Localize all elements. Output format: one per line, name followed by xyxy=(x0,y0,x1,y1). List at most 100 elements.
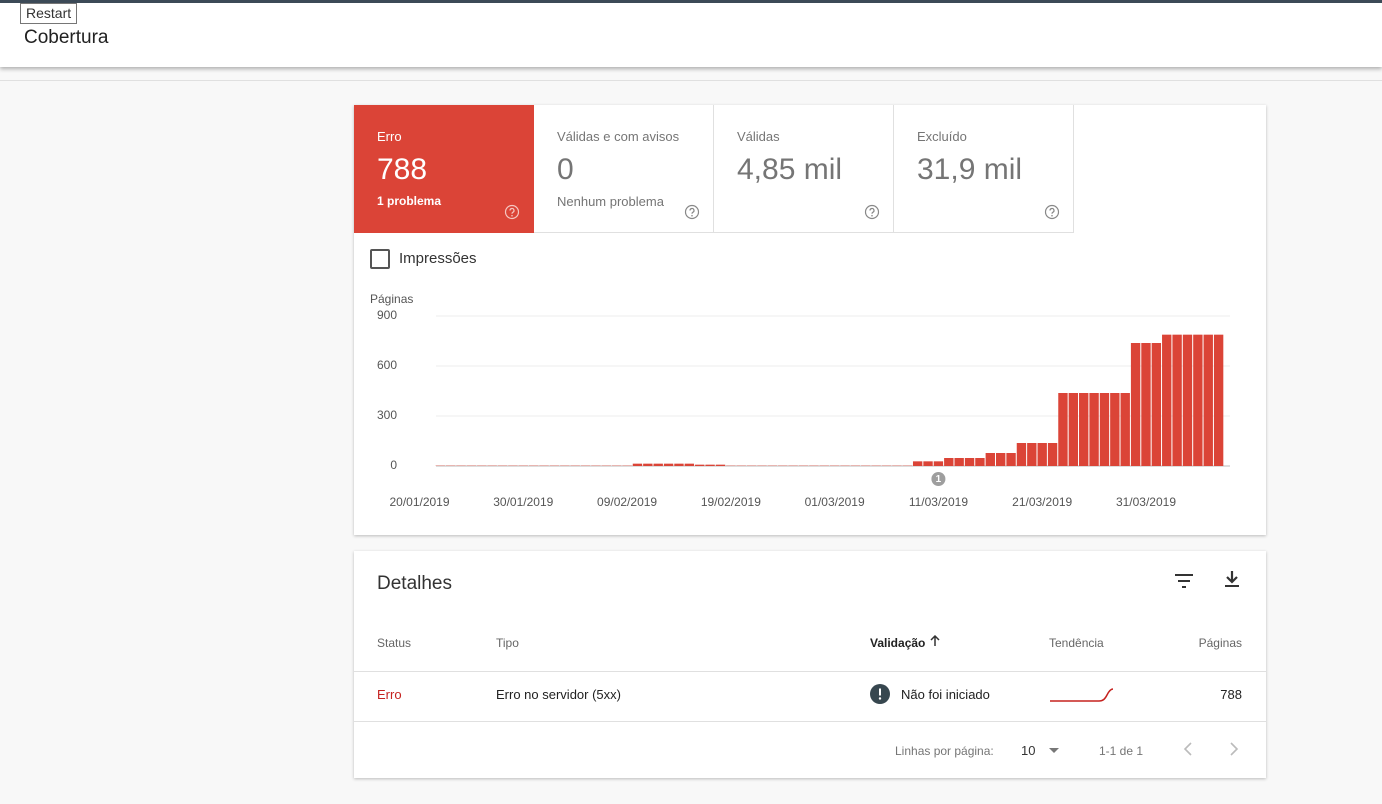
x-tick-label: 19/02/2019 xyxy=(701,495,761,509)
bar xyxy=(933,461,944,466)
details-title: Detalhes xyxy=(377,573,452,594)
x-tick-label: 09/02/2019 xyxy=(597,495,657,509)
filter-icon[interactable] xyxy=(1172,569,1196,593)
bar xyxy=(1172,334,1182,466)
bar xyxy=(1151,343,1162,466)
warning-icon xyxy=(870,684,890,704)
sort-arrow xyxy=(930,634,940,646)
status-cell[interactable]: Erro xyxy=(377,687,402,702)
bar xyxy=(705,464,715,466)
tile-value: 31,9 mil xyxy=(917,153,1023,186)
y-axis-label: Páginas xyxy=(370,292,413,306)
checkbox[interactable] xyxy=(370,249,390,269)
summary-tile[interactable]: Válidas 4,85 mil xyxy=(714,105,894,233)
x-tick-label: 21/03/2019 xyxy=(1012,495,1072,509)
bar xyxy=(715,464,726,466)
dropdown-arrow[interactable] xyxy=(1048,747,1060,755)
column-header[interactable]: Tipo xyxy=(496,636,519,650)
rows-per-page-select[interactable]: 10 xyxy=(1021,743,1036,758)
bar xyxy=(1193,334,1203,466)
bar xyxy=(1027,443,1037,466)
column-header[interactable]: Validação xyxy=(870,636,926,650)
bar xyxy=(695,464,705,466)
bar xyxy=(944,458,954,466)
validation-cell[interactable]: Não foi iniciado xyxy=(901,687,990,702)
bar xyxy=(1079,393,1089,466)
bar xyxy=(985,453,995,466)
bar xyxy=(975,458,985,466)
tile-note: Nenhum problema xyxy=(557,194,664,209)
page-title: Cobertura xyxy=(24,27,109,48)
coverage-card: Erro 788 1 problema Válidas e com avisos… xyxy=(354,105,1266,535)
x-tick-label: 11/03/2019 xyxy=(909,495,968,509)
tile-label: Válidas e com avisos xyxy=(557,129,680,144)
annotation-label: 1 xyxy=(936,474,942,485)
bar xyxy=(653,463,663,466)
bar xyxy=(1016,443,1027,466)
rows-per-page-label: Linhas por página: xyxy=(895,744,994,758)
next-page[interactable] xyxy=(1226,741,1240,757)
divider xyxy=(354,671,1266,672)
bar xyxy=(1120,393,1130,466)
type-cell[interactable]: Erro no servidor (5xx) xyxy=(496,687,621,702)
pages-cell[interactable]: 788 xyxy=(1220,687,1242,702)
toolbar: Restart Cobertura xyxy=(0,0,1382,67)
bar xyxy=(1037,443,1047,466)
tile-note: 1 problema xyxy=(377,194,442,208)
bar xyxy=(1203,334,1213,466)
summary-tile[interactable]: Erro 788 1 problema xyxy=(354,105,534,233)
y-tick-label: 900 xyxy=(377,308,397,322)
bar xyxy=(1068,393,1079,466)
details-card: Detalhes Status Tipo Validação Tendência… xyxy=(354,551,1266,778)
summary-tile[interactable]: Excluído 31,9 mil xyxy=(894,105,1074,233)
annotation-marker xyxy=(931,472,946,486)
chart: Páginas 0 300 600 900 20/01/2019 30/01/2019 09… xyxy=(370,292,1230,509)
bar xyxy=(1089,393,1099,466)
bar xyxy=(964,458,975,466)
bar xyxy=(643,463,653,466)
y-tick-label: 0 xyxy=(390,458,397,472)
column-header[interactable]: Status xyxy=(377,636,412,650)
bar xyxy=(1099,393,1110,466)
y-tick-label: 600 xyxy=(377,358,397,372)
tile-value: 0 xyxy=(557,153,574,186)
tile-value: 788 xyxy=(377,153,428,186)
tile-label: Erro xyxy=(377,129,402,144)
page-range: 1-1 de 1 xyxy=(1099,744,1144,758)
bar xyxy=(1047,443,1058,466)
help-icon[interactable] xyxy=(1044,204,1060,220)
help-icon[interactable] xyxy=(864,204,880,220)
restart-button[interactable]: Restart xyxy=(20,3,78,24)
bar xyxy=(674,463,684,466)
bar xyxy=(1162,334,1172,466)
help-icon[interactable] xyxy=(504,204,520,220)
y-tick-label: 300 xyxy=(377,408,397,422)
checkbox-label: Impressões xyxy=(399,250,477,267)
summary-tile[interactable]: Válidas e com avisos 0 Nenhum problema xyxy=(534,105,714,233)
bar xyxy=(1058,393,1068,466)
x-tick-label: 20/01/2019 xyxy=(389,495,449,509)
x-tick-label: 01/03/2019 xyxy=(805,495,865,509)
bar xyxy=(923,461,933,466)
bar xyxy=(995,453,1006,466)
bar xyxy=(1141,343,1151,466)
download-icon[interactable] xyxy=(1220,567,1244,591)
bar xyxy=(1213,334,1224,466)
tile-label: Excluído xyxy=(917,129,967,144)
x-tick-label: 30/01/2019 xyxy=(493,495,553,509)
bar xyxy=(954,458,964,466)
bar xyxy=(1110,393,1120,466)
bar xyxy=(1006,453,1016,466)
bar xyxy=(1130,343,1141,466)
column-header[interactable]: Tendência xyxy=(1049,636,1104,650)
bar xyxy=(684,463,695,466)
divider xyxy=(354,721,1266,722)
column-header[interactable]: Páginas xyxy=(1198,636,1242,650)
prev-page[interactable] xyxy=(1182,741,1196,757)
bar xyxy=(632,463,643,466)
tile-value: 4,85 mil xyxy=(737,153,843,186)
tile-label: Válidas xyxy=(737,129,780,144)
trend-sparkline xyxy=(1050,688,1114,702)
help-icon[interactable] xyxy=(684,204,700,220)
